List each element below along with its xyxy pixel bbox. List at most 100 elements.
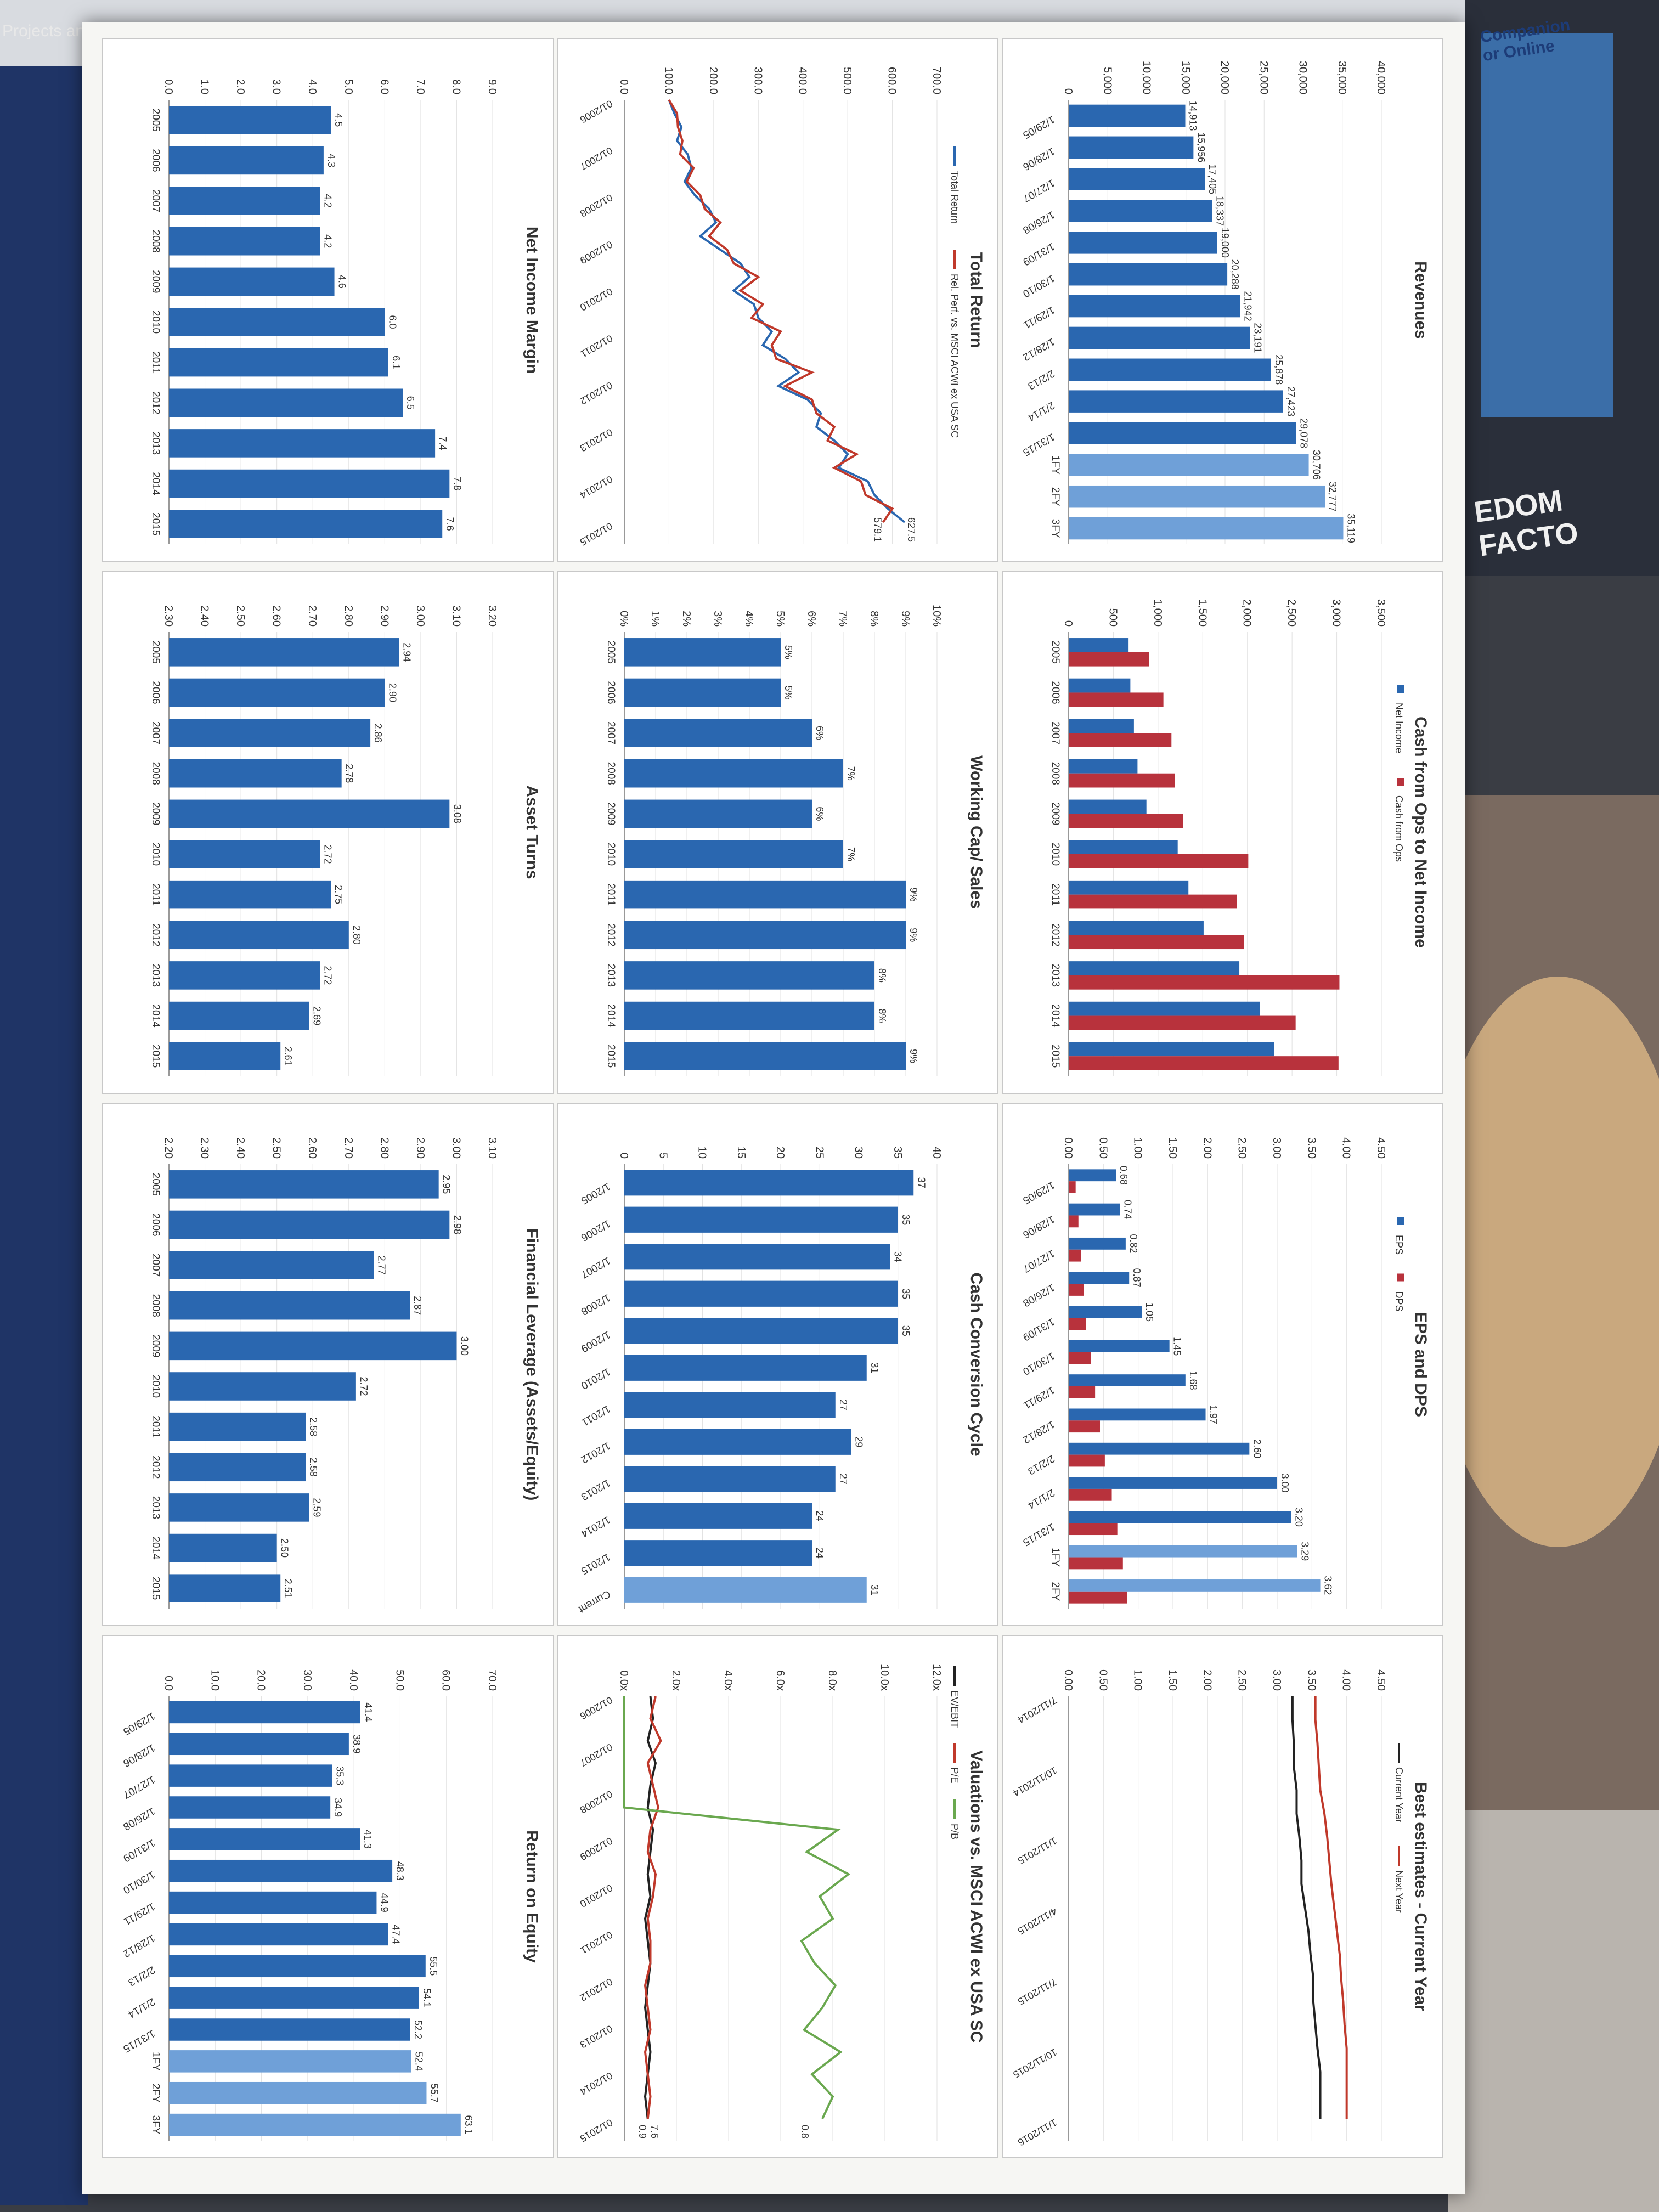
bar-working-cap	[624, 1001, 874, 1030]
bar-roe	[169, 2018, 410, 2041]
y-tick-label: 0.0	[618, 79, 630, 94]
end-value-label: 627.5	[906, 517, 917, 542]
data-label: 8%	[877, 1009, 888, 1023]
x-tick-label: 1/29/05	[1021, 1179, 1057, 1206]
bar-asset-turns	[169, 921, 349, 950]
data-label: 63.1	[463, 2115, 474, 2135]
legend-label: Current Year	[1393, 1767, 1404, 1822]
x-tick-label: 1/11/2016	[1016, 2117, 1059, 2148]
bar-cash-ops	[1068, 840, 1178, 854]
bar-working-cap	[624, 921, 906, 950]
bar-working-cap	[624, 719, 812, 747]
x-tick-label: 2/2/13	[1026, 367, 1057, 392]
data-label: 4.6	[337, 275, 348, 289]
data-label: 14,913	[1188, 100, 1199, 131]
x-tick-label: 1/26/08	[1021, 1282, 1057, 1309]
data-label: 31	[869, 1362, 880, 1373]
data-label: 27,423	[1285, 386, 1296, 416]
x-tick-label: 1/2006	[579, 1217, 612, 1243]
data-label: 20,288	[1229, 259, 1240, 290]
bar-cash-ops	[1069, 692, 1164, 707]
data-label: 44.9	[379, 1893, 390, 1912]
data-label: 41.4	[363, 1702, 374, 1722]
y-tick-label: 1.50	[1166, 1137, 1178, 1159]
x-tick-label: 2008	[605, 762, 617, 785]
data-label: 2.72	[322, 966, 333, 985]
y-tick-label: 20.0	[255, 1669, 267, 1691]
data-label: 7%	[845, 847, 856, 861]
data-label: 0.87	[1131, 1268, 1142, 1288]
data-label: 6.5	[405, 396, 416, 410]
chart-svg-leverage: Financial Leverage (Assets/Equity) 2.20 2.…	[150, 1137, 541, 1609]
y-tick-label: 3,500	[1375, 599, 1387, 627]
x-tick-label: 1/26/08	[121, 1805, 157, 1832]
data-label: 1.97	[1208, 1405, 1219, 1424]
data-label: 2.58	[308, 1417, 319, 1436]
data-label: 8%	[877, 968, 888, 983]
bar-working-cap	[624, 638, 781, 667]
chart-svg-working-cap: Working Cap/ Sales 0% 1% 2% 3% 4% 5% 6% 7% 8% 9% 10…	[605, 605, 985, 1076]
x-tick-label: 2013	[150, 432, 161, 455]
data-label: 34	[893, 1251, 904, 1262]
y-tick-label: 5%	[774, 611, 786, 627]
data-label: 23,191	[1252, 323, 1263, 353]
y-tick-label: 2.90	[378, 605, 390, 627]
chart-title: Financial Leverage (Assets/Equity)	[523, 1228, 541, 1501]
x-tick-label: 2015	[605, 1045, 617, 1068]
data-label: 9%	[908, 928, 919, 942]
series-line-2	[1314, 1696, 1348, 2119]
x-tick-label: 2006	[605, 681, 617, 704]
bar-leverage	[168, 1493, 309, 1522]
data-label: 52.2	[413, 2020, 424, 2039]
data-label: 2.95	[441, 1175, 452, 1194]
data-label: 31	[869, 1584, 880, 1595]
y-tick-label: 40,000	[1375, 61, 1387, 94]
x-tick-label: 2009	[150, 1334, 161, 1357]
y-tick-label: 4.50	[1375, 1137, 1387, 1159]
data-label: 34.9	[332, 1798, 343, 1817]
y-tick-label: 70.0	[486, 1669, 498, 1691]
y-tick-label: 0.00	[1062, 1669, 1074, 1691]
y-tick-label: 4.00	[1340, 1137, 1352, 1159]
y-tick-label: 3%	[712, 611, 724, 627]
data-label: 7.6	[444, 517, 455, 531]
data-label: 2.94	[402, 642, 413, 662]
x-tick-label: 1/2005	[579, 1180, 612, 1206]
x-tick-label: 2012	[150, 391, 161, 414]
chart-svg-asset-turns: Asset Turns 2.30 2.40 2.50 2.60 2.70 2.80 2.90 3…	[150, 605, 541, 1076]
legend-swatch	[1397, 685, 1404, 693]
y-tick-label: 2.0x	[670, 1670, 682, 1691]
data-label: 35	[900, 1214, 911, 1225]
x-tick-label: 1/28/12	[121, 1932, 157, 1960]
x-tick-label: 1/31/09	[121, 1837, 157, 1864]
printed-dashboard-sheet: Revenues 0 5,000 10,000 15,000 20,000 25,000 30…	[82, 22, 1465, 2194]
chart-title: EPS and DPS	[1412, 1312, 1430, 1417]
y-tick-label: 1.00	[1132, 1137, 1144, 1159]
data-label: 4.5	[333, 113, 344, 127]
bar-roe	[169, 1955, 426, 1978]
legend-label: Net Income	[1393, 703, 1404, 753]
bar-revenues	[1069, 104, 1186, 127]
x-tick-label: 1/31/15	[121, 2027, 157, 2055]
data-label: 3.20	[1293, 1508, 1304, 1527]
bar-eps-dps	[1069, 1181, 1076, 1193]
y-tick-label: 8.0x	[826, 1670, 838, 1691]
y-tick-label: 0	[1062, 88, 1074, 94]
bar-eps-dps	[1068, 1454, 1105, 1467]
x-tick-label: 2008	[150, 230, 161, 253]
legend-label: Cash from Ops	[1393, 795, 1404, 862]
y-tick-label: 1,500	[1196, 599, 1208, 627]
x-tick-label: 2FY	[1049, 1582, 1061, 1601]
bar-asset-turns	[169, 638, 399, 667]
y-tick-label: 300.0	[752, 67, 764, 94]
x-tick-label: 2/1/14	[1025, 1487, 1057, 1511]
x-tick-label: 2005	[150, 109, 161, 132]
bar-roe	[169, 1987, 419, 2009]
bar-eps-dps	[1068, 1284, 1084, 1296]
y-tick-label: 2.50	[270, 1137, 283, 1159]
x-tick-label: 2013	[150, 1496, 161, 1519]
legend-swatch	[1397, 1217, 1404, 1225]
x-tick-label: 2011	[150, 883, 161, 906]
bar-cash-ops	[1068, 975, 1340, 990]
x-tick-label: 01/2007	[578, 145, 614, 172]
